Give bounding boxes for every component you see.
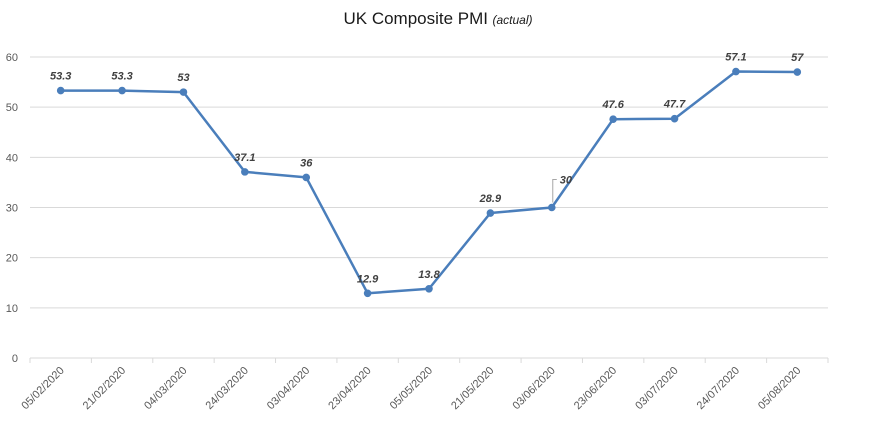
data-label: 47.7 [663,99,686,111]
data-label: 47.6 [601,99,624,111]
data-point [486,209,495,217]
chart-title-block: UK Composite PMI (actual) [0,9,876,29]
x-axis-ticks: 05/02/2020 21/02/2020 04/03/2020 24/03/2020… [19,358,829,412]
y-tick-label: 0 [12,353,18,365]
data-label-leader [552,179,557,203]
data-point [179,88,188,96]
x-tick-label: 05/08/2020 [756,365,803,412]
data-point [670,114,679,123]
x-tick-label: 23/04/2020 [326,365,373,412]
x-tick-label: 05/02/2020 [19,365,66,412]
x-tick-label: 03/06/2020 [510,365,557,412]
x-tick-label: 05/05/2020 [388,365,435,412]
data-label: 53.3 [111,71,132,83]
data-point [425,284,433,293]
series-line-layer [60,70,798,295]
chart-subtitle: (actual) [492,13,533,27]
data-label: 30 [560,175,573,187]
x-tick-label: 04/03/2020 [142,365,189,412]
x-tick-label: 24/03/2020 [204,365,251,412]
y-tick-label: 20 [6,253,18,265]
data-labels: 53.3 53.3 53 37.1 36 12.9 13.8 28.9 30 47.6 47.7 57… [50,52,804,286]
data-label: 13.8 [418,269,440,281]
data-point [302,173,311,182]
y-tick-label: 10 [6,303,18,315]
y-tick-label: 40 [6,152,18,164]
y-tick-label: 50 [6,102,18,114]
data-label: 53.3 [50,71,71,83]
data-point [241,168,249,176]
data-label: 37.1 [234,152,255,164]
y-tick-label: 30 [6,203,18,215]
x-tick-label: 03/07/2020 [633,365,680,412]
data-label: 36 [300,157,313,169]
x-tick-label: 03/04/2020 [265,365,312,412]
data-point [609,115,617,124]
data-point [118,86,126,95]
data-point [793,68,802,76]
x-tick-label: 24/07/2020 [695,365,742,412]
data-point [56,86,65,95]
data-point [732,67,740,76]
data-label: 53 [177,72,189,84]
data-point [547,203,556,212]
data-points [56,67,802,298]
data-point [363,289,372,298]
series-line [60,70,798,295]
x-tick-label: 23/06/2020 [572,365,619,412]
data-label: 12.9 [357,273,379,285]
gridlines [30,56,828,359]
data-label: 57.1 [725,52,746,64]
data-label: 57 [791,52,804,64]
y-axis-ticks: 0 10 20 30 40 50 60 [6,52,18,365]
data-label: 28.9 [479,193,502,205]
chart-title: UK Composite PMI [343,9,489,28]
x-tick-label: 21/02/2020 [81,365,128,412]
x-tick-label: 21/05/2020 [449,365,496,412]
y-tick-label: 60 [6,52,18,64]
